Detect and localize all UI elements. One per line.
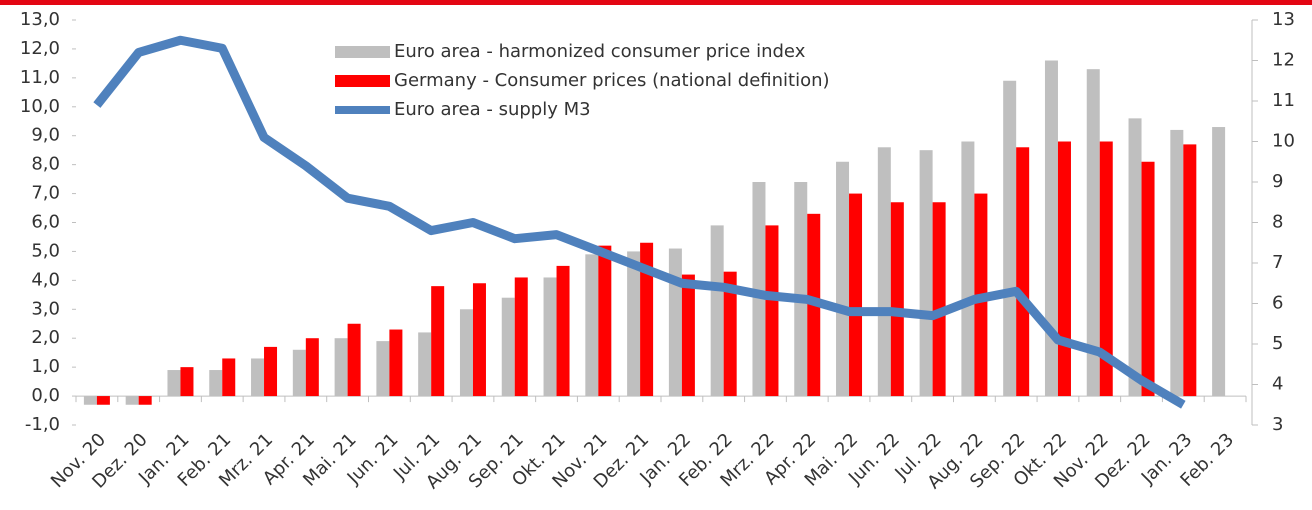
y2-tick-label: 12 <box>1272 50 1295 71</box>
line <box>93 35 1186 409</box>
y-tick-label: 2,0 <box>31 327 60 348</box>
legend-label: Euro area - harmonized consumer price in… <box>394 41 806 62</box>
bar <box>932 202 946 397</box>
bar <box>431 286 445 397</box>
bar <box>167 370 181 397</box>
bar <box>723 271 737 397</box>
bar <box>418 332 432 397</box>
y2-tick-label: 10 <box>1272 131 1295 152</box>
bar <box>138 396 152 405</box>
y2-tick-label: 8 <box>1272 212 1283 233</box>
bar <box>389 329 403 397</box>
bar <box>681 274 695 397</box>
y-tick-label: -1,0 <box>25 414 60 435</box>
y-tick-label: 3,0 <box>31 298 60 319</box>
legend-swatch <box>335 46 390 58</box>
y2-tick-label: 9 <box>1272 171 1283 192</box>
y-tick-label: 9,0 <box>31 125 60 146</box>
bar <box>765 225 779 397</box>
bar <box>376 341 390 397</box>
y2-tick-label: 11 <box>1272 90 1295 111</box>
bar <box>1141 161 1155 397</box>
bar <box>598 245 612 397</box>
y-tick-label: 11,0 <box>20 67 60 88</box>
y2-tick-label: 13 <box>1272 9 1295 30</box>
y-tick-label: 1,0 <box>31 356 60 377</box>
y-tick-label: 6,0 <box>31 212 60 233</box>
bar <box>752 182 766 397</box>
bar <box>125 396 139 405</box>
bar <box>472 283 486 397</box>
bar <box>251 358 265 397</box>
bar <box>961 141 975 397</box>
bar <box>292 349 306 397</box>
y2-tick-label: 6 <box>1272 293 1283 314</box>
y-tick-label: 7,0 <box>31 183 60 204</box>
top-banner <box>0 0 1312 5</box>
bar <box>347 323 361 397</box>
y-tick-label: 5,0 <box>31 240 60 261</box>
bar <box>1003 80 1017 397</box>
bar <box>514 277 528 397</box>
bar <box>501 297 515 397</box>
bar <box>585 254 599 397</box>
bar <box>710 225 724 397</box>
bar <box>849 193 863 397</box>
y-tick-label: 4,0 <box>31 269 60 290</box>
y-tick-label: 8,0 <box>31 154 60 175</box>
y2-tick-label: 3 <box>1272 414 1283 435</box>
y2-tick-label: 4 <box>1272 374 1283 395</box>
bar <box>543 277 557 397</box>
y2-tick-label: 7 <box>1272 252 1283 273</box>
bar <box>222 358 236 397</box>
y-tick-label: 0,0 <box>31 385 60 406</box>
legend-label: Germany - Consumer prices (national defi… <box>394 70 830 91</box>
bar <box>83 396 97 405</box>
bar <box>209 370 223 397</box>
bar <box>1128 118 1142 397</box>
bar <box>180 367 194 397</box>
bar <box>1016 147 1030 397</box>
bar <box>890 202 904 397</box>
bar <box>96 396 110 405</box>
bar <box>794 182 808 397</box>
bar <box>556 265 570 397</box>
bar <box>1099 141 1113 397</box>
bar <box>1044 60 1058 397</box>
bar <box>1212 127 1226 397</box>
y-tick-label: 10,0 <box>20 96 60 117</box>
bar <box>627 251 641 397</box>
bar <box>1057 141 1071 397</box>
bar <box>334 338 348 397</box>
bar <box>1183 144 1197 397</box>
legend-swatch <box>335 75 390 87</box>
y2-tick-label: 5 <box>1272 333 1283 354</box>
y-tick-label: 13,0 <box>20 9 60 30</box>
bar <box>1086 69 1100 397</box>
legend-label: Euro area - supply M3 <box>394 99 591 120</box>
bar <box>836 161 850 397</box>
bar <box>459 309 473 397</box>
bar <box>1170 129 1184 397</box>
bar <box>877 147 891 397</box>
bar <box>640 242 654 397</box>
bar <box>264 346 278 397</box>
bar <box>919 150 933 397</box>
y-tick-label: 12,0 <box>20 38 60 59</box>
bar <box>668 248 682 397</box>
bar <box>305 338 319 397</box>
